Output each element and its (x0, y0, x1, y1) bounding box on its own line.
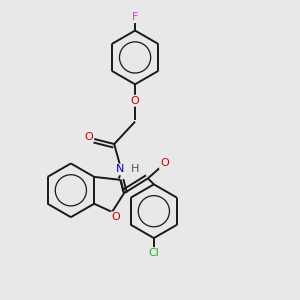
Text: F: F (132, 12, 138, 22)
Text: O: O (111, 212, 120, 222)
Text: O: O (160, 158, 169, 168)
Text: O: O (84, 132, 93, 142)
Text: H: H (131, 164, 139, 174)
Text: O: O (131, 96, 140, 106)
Text: Cl: Cl (148, 248, 159, 258)
Text: N: N (116, 164, 124, 174)
